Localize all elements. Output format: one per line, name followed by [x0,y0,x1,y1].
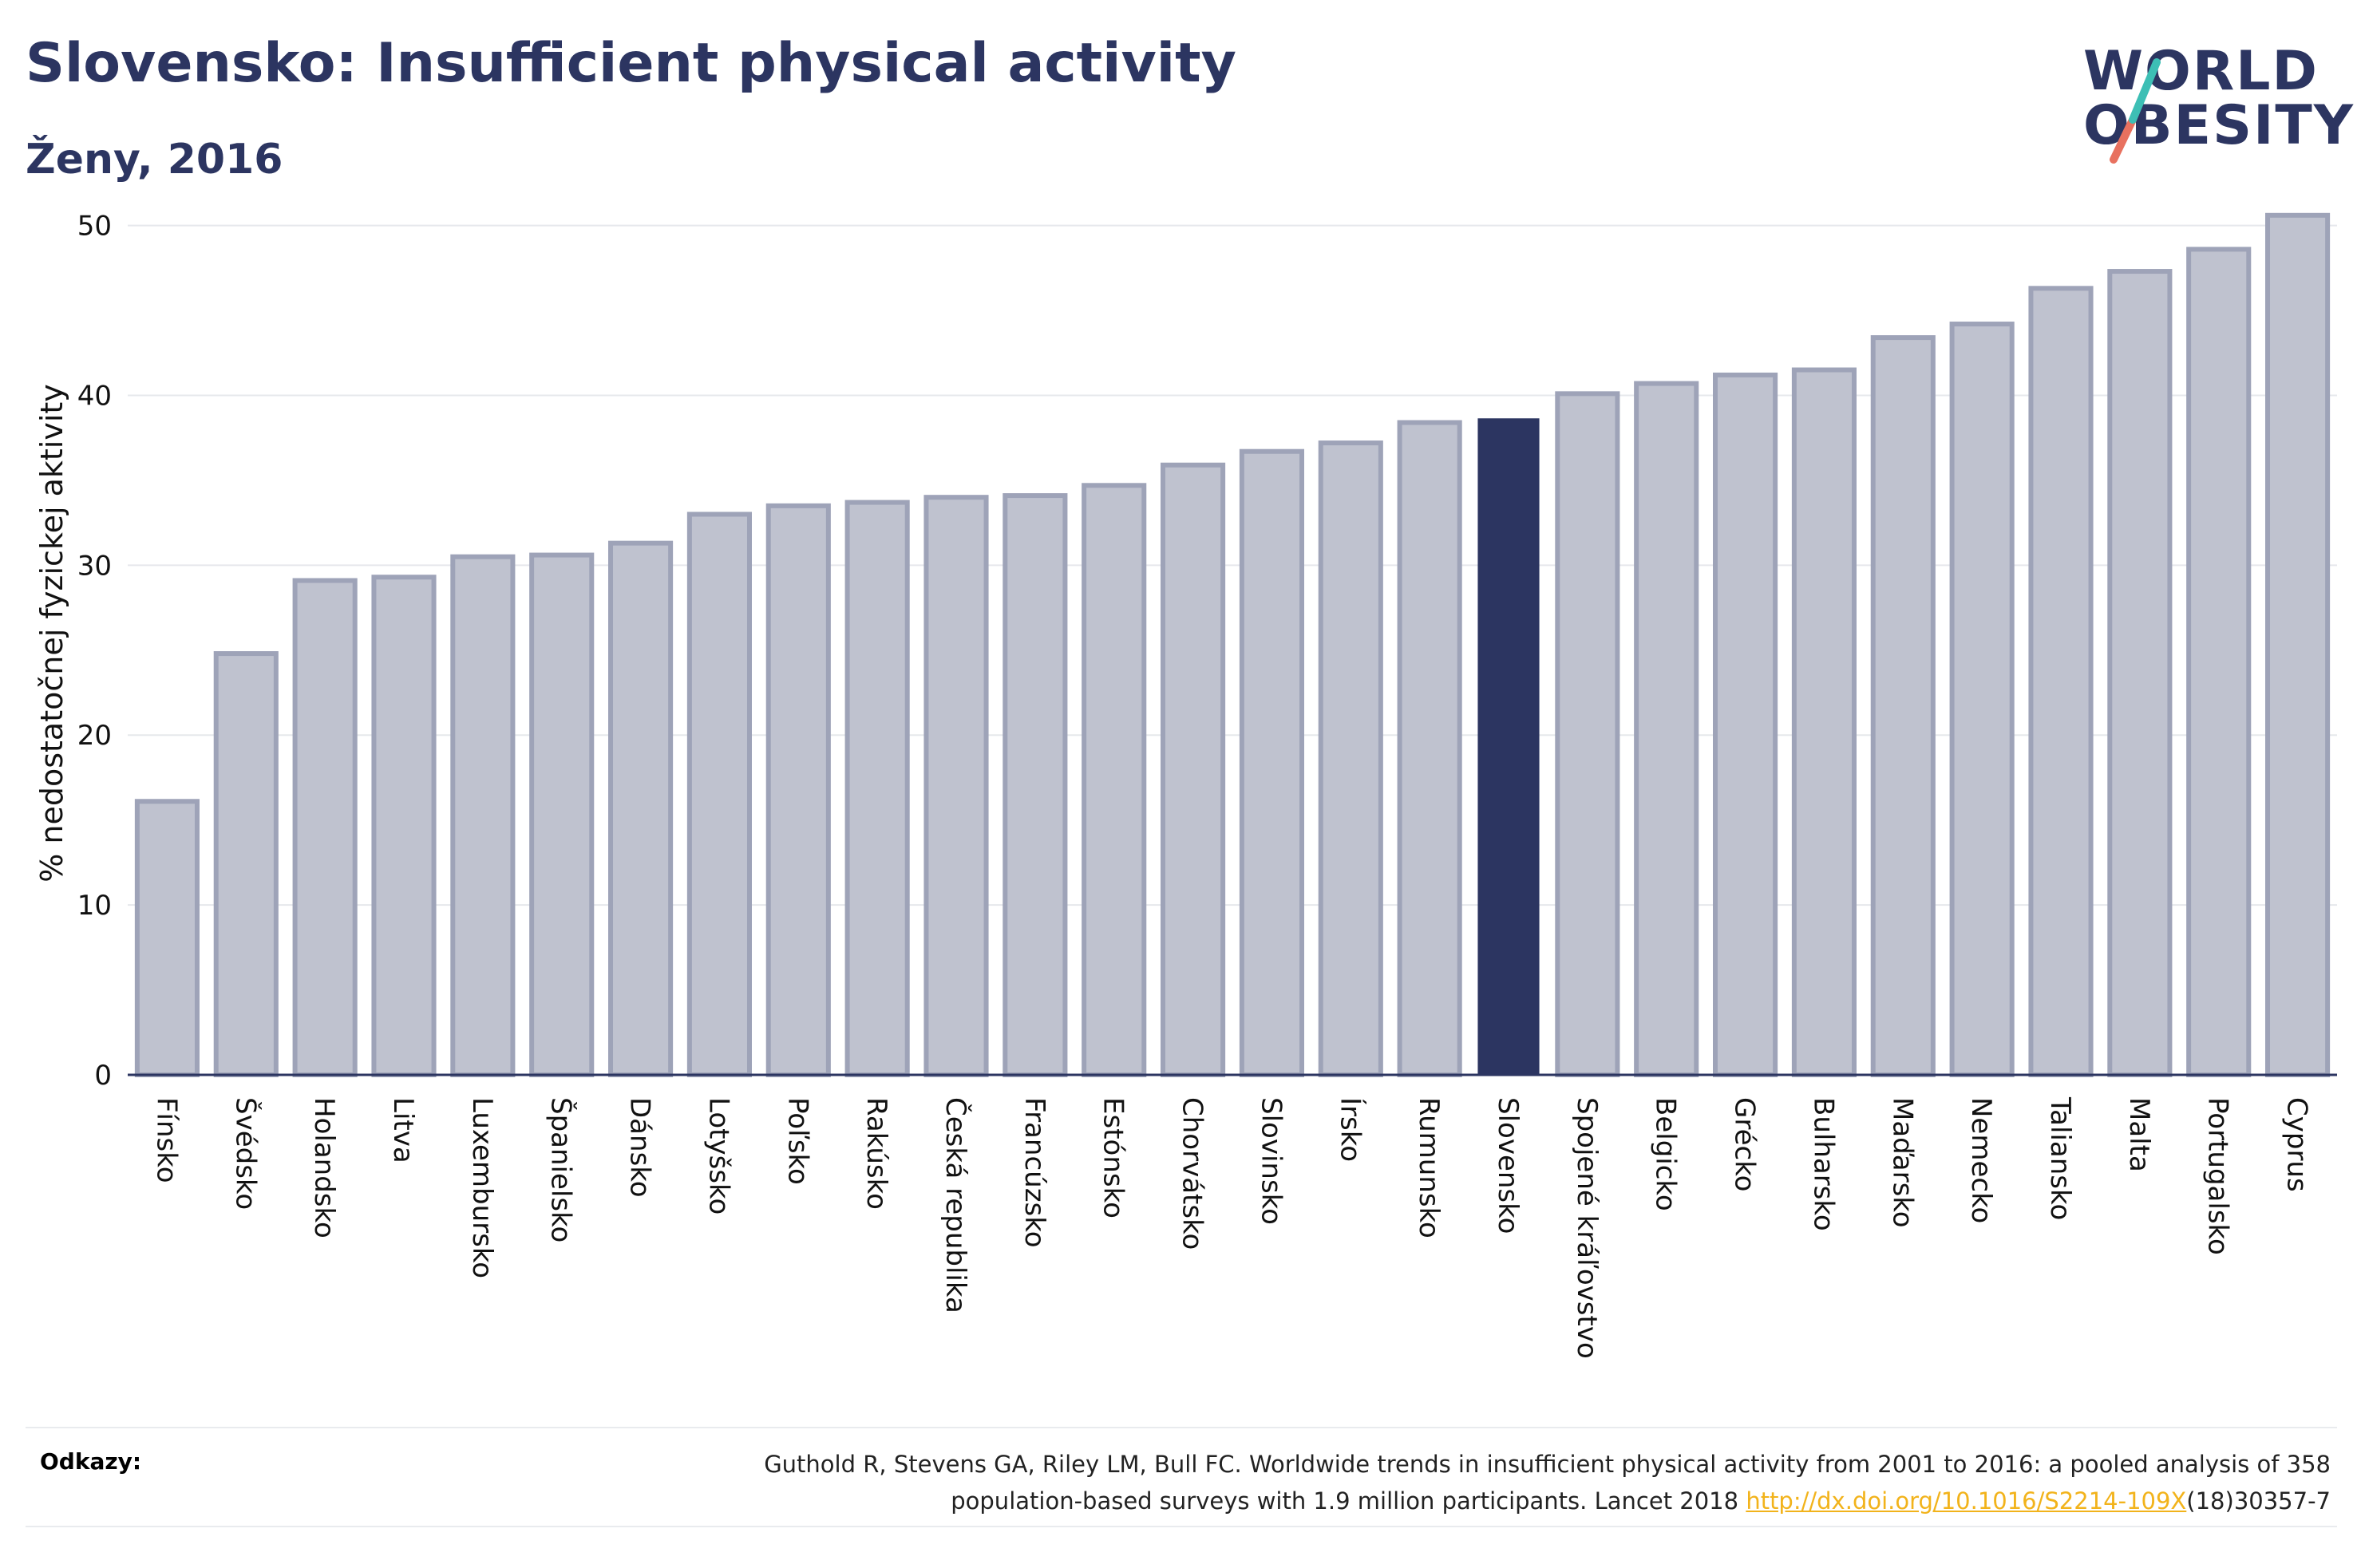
bar [844,500,910,1077]
logo-slash-teal [2129,58,2161,124]
bar [371,575,437,1077]
references-label: Odkazy: [40,1448,142,1475]
logo-slash-icon [2110,58,2161,164]
x-tick-label: Spojené kráľovstvo [1571,1097,1603,1359]
x-tick-label: Lotyšsko [702,1097,734,1215]
logo-line-1: WORLD [2083,40,2319,103]
x-tick-label: Nemecko [1965,1097,1997,1223]
separator-top [26,1427,2337,1428]
y-tick-label: 30 [77,550,112,582]
bar [134,799,200,1078]
y-tick-label: 40 [77,380,112,412]
bar [1161,462,1226,1077]
bar [213,651,279,1077]
bar [1949,322,2015,1077]
bar [292,578,358,1077]
x-tick-label: Cyprus [2281,1097,2313,1192]
bar [1003,493,1068,1077]
x-tick-label: Slovinsko [1255,1097,1287,1225]
bar [1634,381,1699,1077]
x-tick-label: Španielsko [545,1097,578,1242]
x-tick-label: Fínsko [150,1097,182,1183]
x-tick-label: Grécko [1729,1097,1761,1191]
chart-title: Slovensko: Insufficient physical activit… [26,32,1236,95]
bar [2186,247,2252,1078]
bar [2028,286,2094,1077]
x-tick-label: Belgicko [1650,1097,1682,1211]
separator-bottom [26,1526,2337,1527]
x-tick-label: Rumunsko [1413,1097,1445,1238]
bar [1397,420,1462,1077]
x-tick-label: Švédsko [229,1097,262,1210]
y-tick-label: 50 [77,211,112,243]
x-tick-label: Chorvátsko [1177,1097,1208,1250]
x-tick-label: Francúzsko [1018,1097,1050,1248]
world-obesity-logo: WORLD OBESITY [2083,32,2353,168]
y-tick-label: 0 [94,1060,112,1092]
bar [923,495,989,1077]
bar [1082,483,1147,1077]
bar [1318,440,1383,1077]
references-text: Guthold R, Stevens GA, Riley LM, Bull FC… [495,1446,2331,1519]
x-tick-label: Malta [2123,1097,2155,1172]
x-tick-label: Portugalsko [2202,1097,2234,1255]
bar [608,540,674,1077]
x-tick-label: Estónsko [1097,1097,1129,1218]
x-tick-label: Maďarsko [1886,1097,1918,1228]
bar [1477,418,1540,1076]
bar [765,503,831,1077]
bar [1239,448,1304,1077]
x-tick-label: Rakúsko [860,1097,892,1210]
reference-line-2-end: (18)30357-7 [2186,1487,2331,1515]
bar [450,554,516,1077]
x-tick-label: Litva [387,1097,419,1163]
bar [686,511,752,1077]
reference-line-1: Guthold R, Stevens GA, Riley LM, Bull FC… [764,1451,2331,1478]
x-tick-label: Poľsko [781,1097,813,1185]
bar-chart: 0 10 20 30 40 50 % nedostatočnej fyzickej akti… [34,211,2337,1359]
x-tick-label: Holandsko [308,1097,340,1238]
bar [1791,367,1857,1077]
y-axis-label: % nedostatočnej fyzickej aktivity [34,384,69,883]
x-tick-label: Luxembursko [466,1097,498,1278]
x-tick-label: Bulharsko [1807,1097,1839,1231]
x-tick-label: Slovensko [1492,1097,1524,1234]
x-tick-label: Dánsko [624,1097,656,1198]
bar [1555,391,1620,1077]
x-tick-label: Taliansko [2044,1096,2076,1220]
bar [2265,212,2331,1077]
bar [1870,335,1936,1078]
y-tick-label: 10 [77,890,112,922]
bar [529,552,595,1077]
y-tick-label: 20 [77,720,112,752]
logo-slash-coral [2110,116,2137,164]
reference-line-2-start: population-based surveys with 1.9 millio… [951,1487,1746,1515]
x-tick-label: Írsko [1334,1097,1366,1162]
chart-subtitle: Ženy, 2016 [26,136,283,184]
x-tick-label: Česká republika [939,1097,972,1313]
bar [2107,269,2173,1077]
reference-doi-link[interactable]: http://dx.doi.org/10.1016/S2214-109X [1746,1487,2187,1515]
bar [1713,372,1778,1077]
